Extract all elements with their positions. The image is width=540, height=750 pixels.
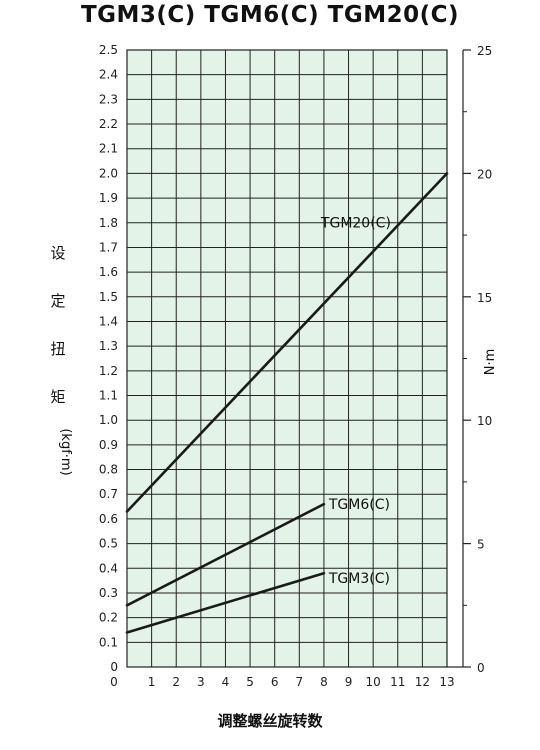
grid-lines bbox=[127, 50, 447, 667]
chart-title: TGM3(C) TGM6(C) TGM20(C) bbox=[80, 2, 460, 28]
y2-axis-ticks: 0 5 10 15 20 25 bbox=[463, 44, 492, 675]
y2-tick-label: 20 bbox=[477, 167, 492, 181]
y-axis-label-char: 扭 bbox=[50, 340, 65, 358]
y-axis-unit: (kgf·m) bbox=[58, 428, 73, 475]
y-tick-label: 0.1 bbox=[99, 635, 118, 649]
x-axis-ticks: 0 1 2 3 4 5 6 7 8 9 10 11 12 13 bbox=[110, 675, 454, 689]
x-axis-label: 调整螺丝旋转数 bbox=[217, 712, 323, 730]
y2-tick-label: 25 bbox=[477, 44, 492, 58]
y-tick-label: 0.9 bbox=[99, 438, 118, 452]
series-line bbox=[125, 502, 326, 607]
series-label: TGM3(C) bbox=[328, 571, 390, 587]
y-tick-label: 1.2 bbox=[99, 364, 118, 378]
y-axis-label-char: 设 bbox=[50, 244, 65, 262]
y-tick-label: 1.1 bbox=[99, 389, 118, 403]
y-tick-label: 2.5 bbox=[99, 43, 118, 57]
y-tick-label: 2.4 bbox=[99, 68, 118, 82]
x-tick-label: 6 bbox=[271, 675, 279, 689]
y-tick-label: 1.0 bbox=[99, 413, 118, 427]
y-tick-label: 0.7 bbox=[99, 487, 118, 501]
y-tick-label: 0.3 bbox=[99, 586, 118, 600]
series-line bbox=[125, 571, 326, 634]
y2-tick-label: 15 bbox=[477, 291, 492, 305]
x-tick-label: 11 bbox=[390, 675, 405, 689]
y-tick-label: 1.7 bbox=[99, 240, 118, 254]
y-tick-label: 0.4 bbox=[99, 561, 118, 575]
plot-border bbox=[126, 49, 448, 668]
series-label: TGM6(C) bbox=[328, 497, 390, 513]
series-label: TGM20(C) bbox=[320, 216, 391, 232]
x-tick-label: 9 bbox=[345, 675, 353, 689]
y-axis-ticks: 0 0.1 0.2 0.3 0.4 0.5 0.6 0.7 0.8 0.9 1.0 1.1 1.2 1.3… bbox=[99, 43, 118, 674]
series-lines bbox=[125, 172, 449, 634]
x-tick-label: 13 bbox=[439, 675, 454, 689]
y-axis-label-char: 定 bbox=[50, 292, 65, 310]
y-tick-label: 1.9 bbox=[99, 191, 118, 205]
y-axis-label-char: 矩 bbox=[50, 388, 65, 406]
x-tick-label: 0 bbox=[110, 675, 118, 689]
x-tick-label: 12 bbox=[415, 675, 430, 689]
y-tick-label: 0.8 bbox=[99, 463, 118, 477]
series-line bbox=[125, 172, 449, 513]
y2-tick-label: 0 bbox=[477, 661, 485, 675]
x-tick-label: 3 bbox=[197, 675, 205, 689]
y-tick-label: 2.3 bbox=[99, 92, 118, 106]
y-tick-label: 0.5 bbox=[99, 537, 118, 551]
y-tick-label: 0.6 bbox=[99, 512, 118, 526]
y-tick-label: 1.8 bbox=[99, 216, 118, 230]
y-tick-label: 0 bbox=[110, 660, 118, 674]
x-tick-label: 7 bbox=[295, 675, 303, 689]
x-tick-label: 2 bbox=[172, 675, 180, 689]
y2-tick-label: 5 bbox=[477, 538, 485, 552]
x-tick-label: 1 bbox=[148, 675, 156, 689]
y2-axis-label: N·m bbox=[483, 349, 498, 376]
y-tick-label: 2.0 bbox=[99, 166, 118, 180]
y-tick-label: 2.1 bbox=[99, 142, 118, 156]
y-tick-label: 1.4 bbox=[99, 314, 118, 328]
y-tick-label: 1.6 bbox=[99, 265, 118, 279]
x-tick-label: 4 bbox=[222, 675, 230, 689]
plot-area bbox=[127, 50, 447, 667]
y-tick-label: 2.2 bbox=[99, 117, 118, 131]
x-tick-label: 5 bbox=[246, 675, 254, 689]
y-tick-label: 1.3 bbox=[99, 339, 118, 353]
y-tick-label: 0.2 bbox=[99, 611, 118, 625]
y2-tick-label: 10 bbox=[477, 414, 492, 428]
x-tick-label: 8 bbox=[320, 675, 328, 689]
y-tick-label: 1.5 bbox=[99, 290, 118, 304]
x-tick-label: 10 bbox=[366, 675, 381, 689]
